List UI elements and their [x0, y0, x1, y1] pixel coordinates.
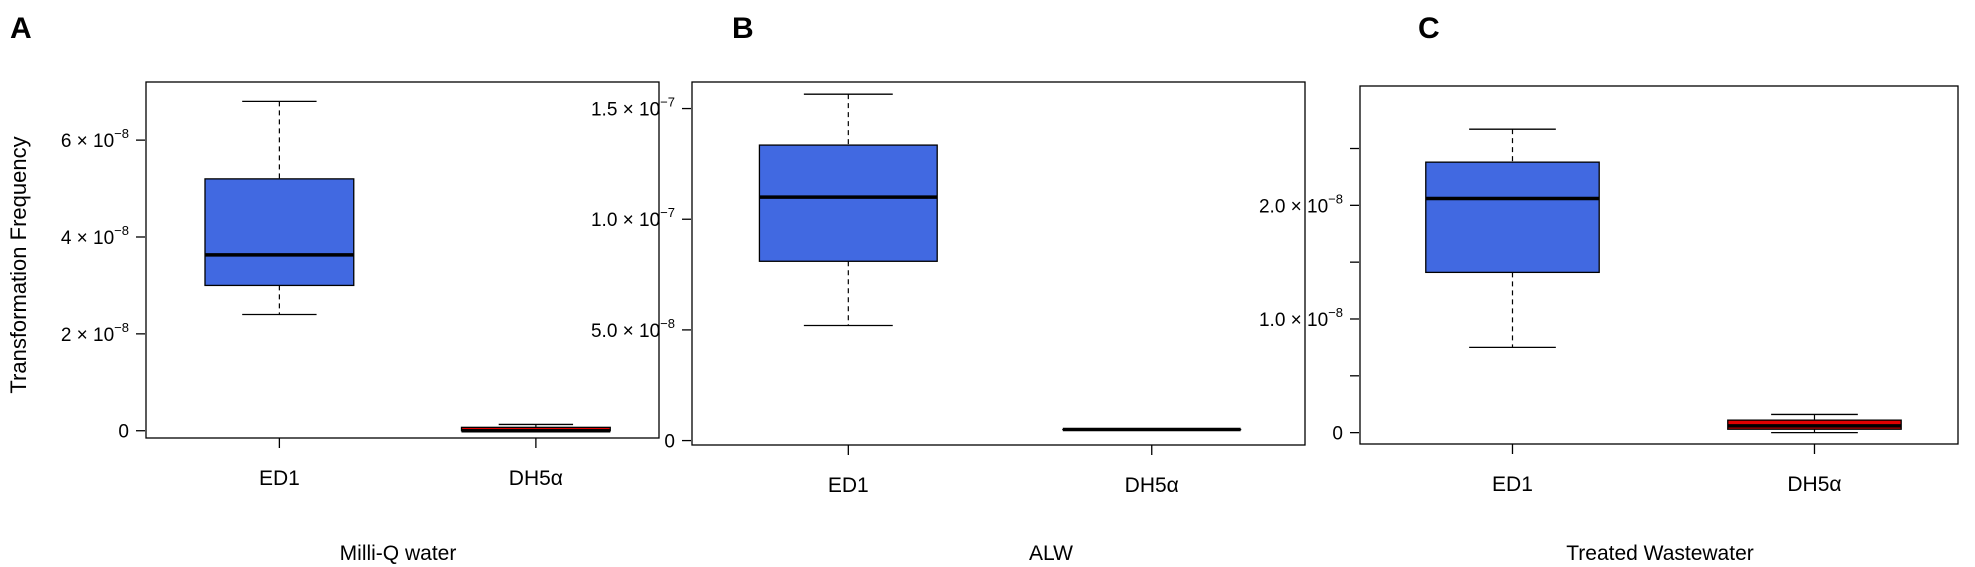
x-category-label: DH5α: [1787, 473, 1841, 496]
panel-b: B 0 5.0 × 10−8 1.0 × 10−7 1.5 × 10−7 ED1 DH5α A…: [591, 12, 1306, 565]
box-dh5: [460, 423, 611, 433]
iqr-box: [758, 144, 938, 262]
y-tick-label: 2 × 10−8: [61, 320, 129, 346]
y-tick-label: 6 × 10−8: [61, 126, 129, 152]
box-ed1: [204, 100, 355, 316]
y-tick-label: 1.5 × 10−7: [591, 95, 675, 121]
x-axis-label: ALW: [1029, 542, 1073, 565]
x-axis-label: Treated Wastewater: [1566, 542, 1754, 565]
y-tick-label: 0: [1332, 424, 1343, 445]
box-ed1: [758, 93, 938, 327]
plot-frame: [691, 81, 1306, 446]
panel-a: A 0 2 × 10−8 4 × 10−8 6 × 10−8 ED1 DH5α Milli-Q…: [6, 12, 660, 565]
y-tick-label: 0: [118, 422, 129, 443]
y-tick-label: 1.0 × 10−7: [591, 205, 675, 231]
y-tick-label: 5.0 × 10−8: [591, 316, 675, 342]
plot-frame: [1359, 85, 1959, 445]
panel-letter: B: [732, 12, 754, 45]
x-category-label: ED1: [828, 474, 869, 497]
y-tick-label: 0: [664, 432, 675, 453]
y-tick-label: 2.0 × 10−8: [1259, 191, 1343, 217]
box-dh5: [1727, 413, 1902, 434]
iqr-box: [204, 178, 355, 287]
box-ed1: [1425, 128, 1600, 349]
panel-letter: C: [1418, 12, 1440, 45]
x-category-label: ED1: [259, 467, 300, 490]
x-category-label: ED1: [1492, 473, 1533, 496]
x-axis-label: Milli-Q water: [340, 542, 457, 565]
y-tick-label: 1.0 × 10−8: [1259, 305, 1343, 331]
panel-c: C 0 1.0 × 10−8 2.0 × 10−8 ED1 DH5α Treated Was…: [1259, 12, 1959, 565]
plot-frame: [145, 81, 660, 439]
x-category-label: DH5α: [1125, 474, 1179, 497]
iqr-box: [1425, 161, 1600, 274]
y-axis-label: Transformation Frequency: [6, 136, 31, 393]
panel-letter: A: [10, 12, 32, 45]
y-tick-label: 4 × 10−8: [61, 223, 129, 249]
x-category-label: DH5α: [509, 467, 563, 490]
